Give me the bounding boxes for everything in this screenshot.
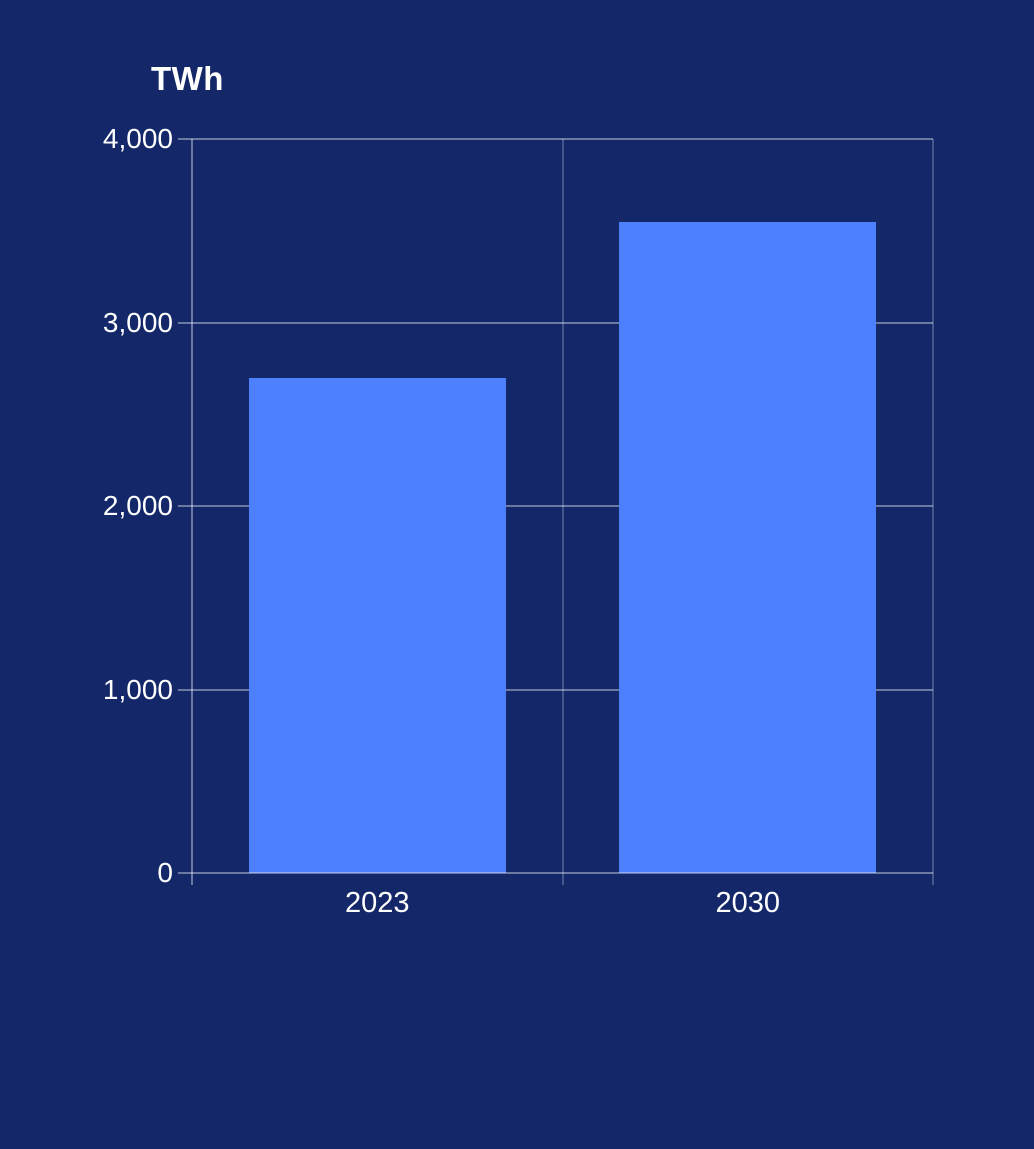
y-tick-label: 2,000 xyxy=(102,490,173,521)
y-tick-label: 1,000 xyxy=(102,673,173,705)
gridline-horizontal xyxy=(178,321,933,324)
gridline-horizontal xyxy=(178,138,933,140)
y-tick-label: 4,000 xyxy=(102,123,173,154)
bar-2030 xyxy=(619,221,877,873)
gridline-horizontal xyxy=(178,688,933,691)
plot-area: 0 1,000 2,000 3,000 4,000 2023 2030 xyxy=(103,125,934,918)
y-axis-unit-label: TWh xyxy=(151,60,224,97)
y-axis-line xyxy=(191,139,193,885)
gridline-vertical xyxy=(932,139,934,885)
x-category-label: 2023 xyxy=(344,887,410,919)
y-tick-label: 0 xyxy=(157,857,173,888)
y-tick-label: 3,000 xyxy=(102,306,173,338)
x-category-label: 2030 xyxy=(715,887,781,919)
gridline-vertical xyxy=(561,139,564,885)
gridline-horizontal xyxy=(178,505,933,507)
bar-2023 xyxy=(248,377,506,873)
gridline-horizontal xyxy=(178,872,933,874)
